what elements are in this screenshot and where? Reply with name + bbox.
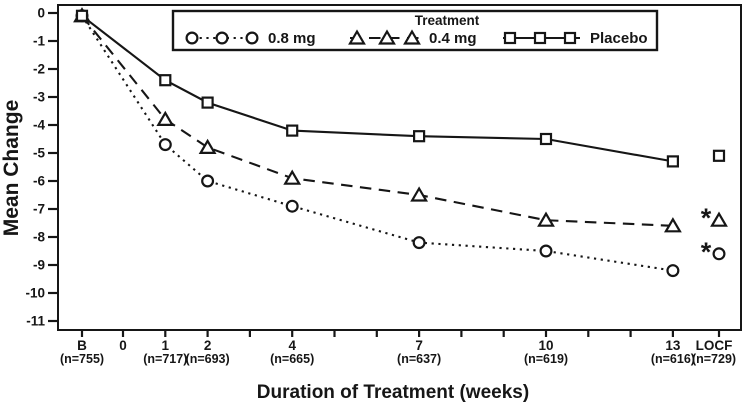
marker-placebo (539, 132, 553, 146)
x-n-label: (n=665) (270, 352, 314, 366)
x-n-label: (n=693) (186, 352, 230, 366)
y-tick-label: -6 (33, 174, 45, 189)
y-axis-title: Mean Change (0, 100, 23, 237)
y-tick-label: -9 (33, 258, 45, 273)
x-tick-label: B (77, 338, 87, 353)
marker-placebo (159, 74, 172, 87)
significance-asterisk: * (701, 237, 712, 267)
marker-placebo (666, 155, 680, 168)
y-tick-label: -10 (25, 286, 45, 301)
legend-label: Placebo (590, 30, 648, 47)
legend-marker-triangle (348, 29, 366, 45)
x-tick-label: 2 (204, 338, 212, 353)
legend-marker-triangle (378, 29, 396, 45)
marker-placebo (286, 124, 299, 137)
marker-0.8-mg (666, 264, 680, 278)
x-n-label: (n=619) (524, 352, 568, 366)
marker-0.8-mg-locf (712, 247, 726, 261)
significance-asterisk: * (701, 203, 712, 233)
legend-marker-square (503, 31, 517, 45)
legend-marker-circle (245, 31, 259, 45)
x-n-label: (n=637) (397, 352, 441, 366)
marker-0.8-mg (285, 199, 299, 213)
x-n-label: (n=755) (60, 352, 104, 366)
x-tick-label: 4 (288, 338, 296, 353)
marker-placebo (201, 96, 214, 109)
legend-marker-triangle (403, 29, 421, 45)
legend-marker-square (533, 31, 547, 45)
legend-title: Treatment (415, 13, 480, 28)
marker-0.8-mg (539, 244, 553, 258)
marker-0.4-mg (283, 169, 302, 185)
y-tick-label: -8 (33, 230, 45, 245)
marker-placebo (75, 9, 89, 22)
x-tick-label: 0 (119, 338, 127, 353)
y-tick-label: 0 (37, 6, 45, 21)
x-tick-label: 13 (665, 338, 681, 353)
legend-marker-circle (215, 31, 229, 45)
y-tick-label: -4 (33, 118, 45, 133)
y-tick-label: -5 (33, 146, 45, 161)
marker-0.4-mg (663, 217, 682, 233)
legend-label: 0.8 mg (268, 30, 316, 47)
legend-marker-circle (185, 31, 199, 45)
x-axis-title: Duration of Treatment (weeks) (257, 382, 529, 403)
marker-0.4-mg (537, 211, 555, 227)
y-tick-label: -2 (33, 62, 45, 77)
marker-0.4-mg (198, 138, 217, 154)
marker-0.4-mg (410, 186, 429, 202)
x-tick-label: 1 (162, 338, 170, 353)
marker-0.4-mg (156, 110, 175, 127)
plot-area (57, 4, 742, 331)
x-tick-label: 7 (415, 338, 423, 353)
marker-placebo (413, 130, 426, 143)
x-tick-label: LOCF (696, 338, 733, 353)
marker-0.8-mg (201, 174, 215, 188)
marker-0.8-mg (158, 138, 172, 152)
y-tick-label: -11 (26, 314, 45, 329)
legend-marker-square (563, 31, 577, 45)
y-tick-label: -1 (33, 34, 45, 49)
marker-placebo-locf (712, 149, 726, 162)
x-n-label: (n=717) (143, 352, 187, 366)
marker-0.8-mg (412, 236, 426, 250)
x-tick-label: 10 (538, 338, 553, 353)
y-tick-label: -7 (33, 202, 45, 217)
x-n-label: (n=729) (692, 352, 736, 366)
x-n-label: (n=616) (651, 352, 695, 366)
legend-label: 0.4 mg (429, 30, 477, 47)
y-tick-label: -3 (33, 90, 45, 105)
marker-0.4-mg-locf (710, 211, 728, 227)
